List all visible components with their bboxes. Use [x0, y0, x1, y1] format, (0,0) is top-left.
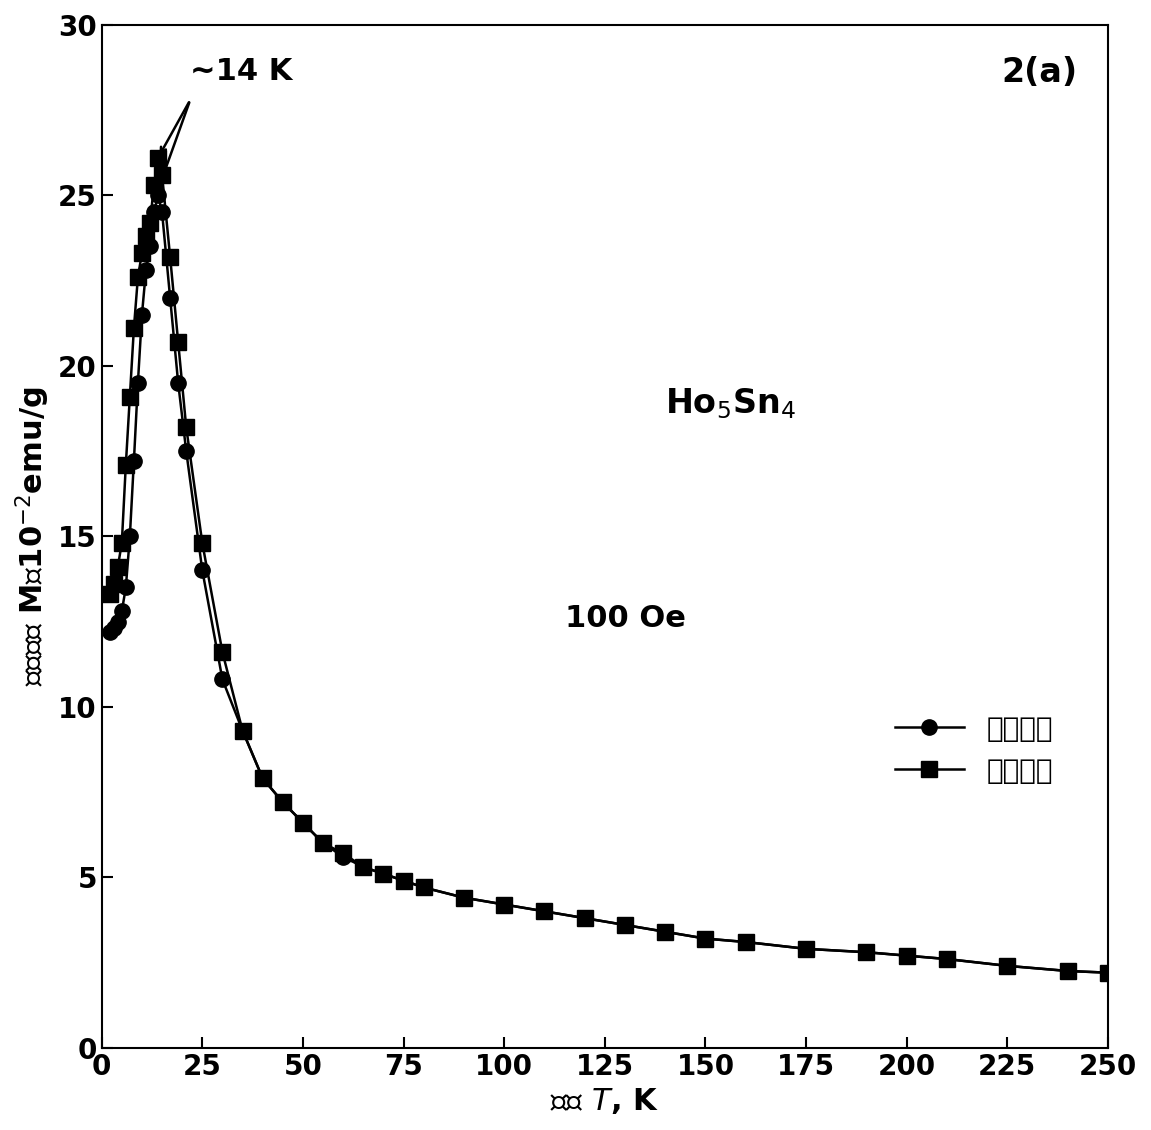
磁场冷却 [457, 890, 471, 904]
磁场冷却 [135, 246, 148, 260]
零场冷却 [940, 953, 954, 966]
零场冷却 [397, 873, 411, 887]
磁场冷却 [739, 936, 753, 949]
零场冷却 [143, 240, 157, 253]
磁场冷却 [1102, 966, 1115, 980]
零场冷却 [739, 936, 753, 949]
磁场冷却 [256, 772, 269, 785]
零场冷却 [155, 206, 169, 219]
Text: 100 Oe: 100 Oe [565, 603, 686, 633]
磁场冷却 [107, 577, 121, 591]
磁场冷却 [131, 270, 145, 284]
Text: ~14 K: ~14 K [190, 58, 292, 86]
磁场冷却 [1061, 964, 1075, 977]
X-axis label: 温度 $\mathit{T}$, K: 温度 $\mathit{T}$, K [550, 1086, 660, 1116]
Line: 零场冷却: 零场冷却 [102, 188, 1115, 981]
Y-axis label: 磁化强度 M，10$^{-2}$emu/g: 磁化强度 M，10$^{-2}$emu/g [14, 386, 53, 686]
零场冷却 [497, 897, 511, 911]
磁场冷却 [296, 816, 310, 829]
磁场冷却 [123, 390, 137, 403]
磁场冷却 [658, 925, 672, 939]
零场冷却 [296, 816, 310, 829]
Text: Ho$_5$Sn$_4$: Ho$_5$Sn$_4$ [665, 386, 796, 420]
零场冷却 [417, 880, 430, 894]
零场冷却 [127, 454, 140, 468]
磁场冷却 [357, 860, 371, 873]
磁场冷却 [147, 179, 161, 192]
零场冷却 [131, 376, 145, 390]
磁场冷却 [397, 873, 411, 887]
零场冷却 [1000, 959, 1014, 973]
磁场冷却 [151, 151, 165, 165]
零场冷却 [699, 932, 712, 946]
零场冷却 [376, 867, 390, 880]
零场冷却 [1061, 964, 1075, 977]
磁场冷却 [171, 336, 185, 349]
零场冷却 [236, 724, 250, 738]
磁场冷却 [538, 904, 551, 918]
零场冷却 [256, 772, 269, 785]
Legend: 零场冷却, 磁场冷却: 零场冷却, 磁场冷却 [884, 704, 1064, 796]
零场冷却 [110, 615, 124, 628]
零场冷却 [151, 189, 165, 202]
零场冷却 [163, 290, 177, 304]
磁场冷却 [578, 912, 592, 925]
零场冷却 [860, 946, 874, 959]
零场冷却 [618, 919, 632, 932]
零场冷却 [317, 836, 330, 850]
磁场冷却 [163, 250, 177, 263]
零场冷却 [538, 904, 551, 918]
磁场冷却 [497, 897, 511, 911]
零场冷却 [276, 796, 290, 809]
磁场冷却 [215, 645, 229, 659]
磁场冷却 [1000, 959, 1014, 973]
磁场冷却 [336, 846, 350, 860]
磁场冷却 [940, 953, 954, 966]
磁场冷却 [196, 537, 209, 550]
磁场冷却 [139, 229, 153, 243]
零场冷却 [139, 263, 153, 277]
磁场冷却 [900, 949, 914, 963]
磁场冷却 [180, 420, 193, 434]
磁场冷却 [119, 458, 132, 471]
零场冷却 [107, 622, 121, 635]
磁场冷却 [317, 836, 330, 850]
磁场冷却 [155, 168, 169, 182]
磁场冷却 [115, 537, 129, 550]
零场冷却 [123, 530, 137, 544]
磁场冷却 [102, 588, 116, 601]
零场冷却 [658, 925, 672, 939]
磁场冷却 [110, 560, 124, 574]
零场冷却 [457, 890, 471, 904]
零场冷却 [578, 912, 592, 925]
磁场冷却 [860, 946, 874, 959]
磁场冷却 [276, 796, 290, 809]
Text: 2(a): 2(a) [1001, 55, 1077, 88]
零场冷却 [135, 307, 148, 321]
零场冷却 [171, 376, 185, 390]
磁场冷却 [143, 216, 157, 229]
零场冷却 [799, 942, 813, 956]
磁场冷却 [699, 932, 712, 946]
零场冷却 [196, 564, 209, 577]
零场冷却 [357, 860, 371, 873]
零场冷却 [215, 672, 229, 686]
磁场冷却 [417, 880, 430, 894]
磁场冷却 [127, 322, 140, 336]
零场冷却 [115, 605, 129, 618]
磁场冷却 [236, 724, 250, 738]
磁场冷却 [376, 867, 390, 880]
零场冷却 [119, 581, 132, 594]
零场冷却 [1102, 966, 1115, 980]
磁场冷却 [618, 919, 632, 932]
零场冷却 [336, 850, 350, 863]
Line: 磁场冷却: 磁场冷却 [102, 150, 1115, 981]
零场冷却 [102, 625, 116, 638]
零场冷却 [180, 444, 193, 458]
零场冷却 [147, 206, 161, 219]
磁场冷却 [799, 942, 813, 956]
零场冷却 [900, 949, 914, 963]
